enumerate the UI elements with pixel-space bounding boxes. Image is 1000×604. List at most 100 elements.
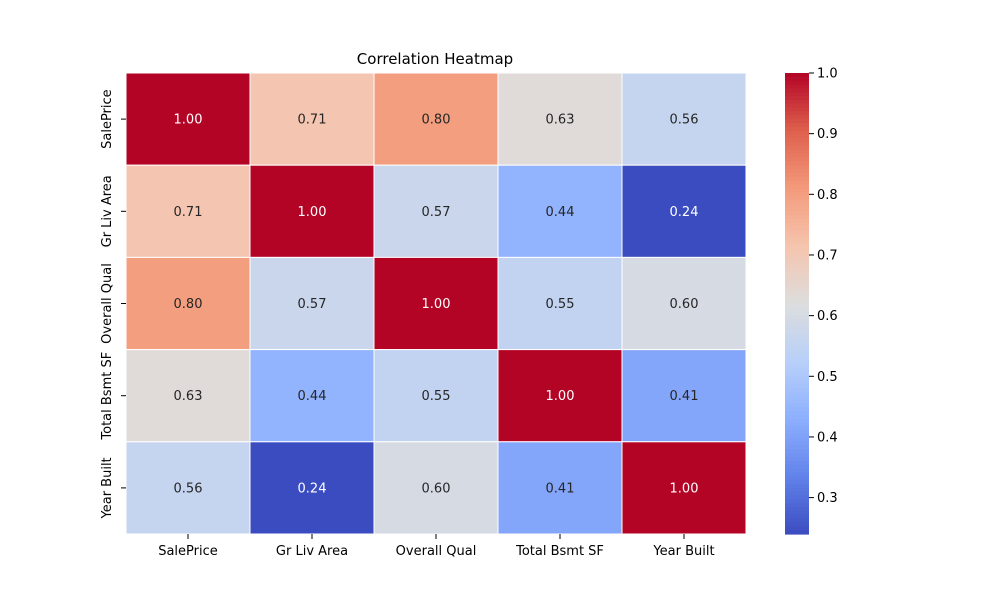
heatmap-cell	[249, 164, 375, 258]
colorbar-segment	[785, 234, 809, 239]
heatmap-cells	[125, 72, 747, 535]
colorbar-segment	[785, 434, 809, 439]
colorbar-segment	[785, 372, 809, 378]
colorbar-segment	[785, 203, 809, 209]
colorbar-segment	[785, 526, 809, 531]
colorbar-segment	[785, 218, 809, 224]
colorbar-segment	[785, 96, 809, 101]
colorbar-tick-label: 0.3	[817, 491, 838, 506]
colorbar-segment	[785, 487, 809, 493]
colorbar-segment	[785, 172, 809, 178]
colorbar-segment	[785, 122, 809, 128]
heatmap-cell	[497, 441, 623, 535]
colorbar-segment	[785, 445, 809, 451]
heatmap-cell	[497, 349, 623, 443]
heatmap-cell	[497, 72, 623, 166]
cell-value-label: 0.80	[174, 297, 203, 312]
colorbar-segment	[785, 418, 809, 424]
colorbar-segment	[785, 426, 809, 431]
heatmap-cell	[249, 349, 375, 443]
colorbar-segment	[785, 484, 809, 489]
colorbar-segment	[785, 268, 809, 274]
colorbar-segment	[785, 437, 809, 443]
colorbar-segment	[785, 334, 809, 339]
cell-value-label: 1.00	[298, 205, 327, 220]
chart-title: Correlation Heatmap	[357, 50, 513, 68]
cell-value-label: 0.55	[546, 297, 575, 312]
colorbar-segment	[785, 476, 809, 481]
colorbar-segment	[785, 472, 809, 477]
colorbar-segment	[785, 495, 809, 501]
cell-value-label: 0.44	[546, 205, 575, 220]
colorbar-segment	[785, 388, 809, 393]
colorbar-segment	[785, 73, 809, 78]
colorbar-segment	[785, 315, 809, 320]
colorbar-segment	[785, 84, 809, 89]
colorbar-segment	[785, 326, 809, 331]
colorbar-segment	[785, 380, 809, 385]
colorbar-segment	[785, 353, 809, 358]
cell-value-label: 0.80	[422, 113, 451, 128]
cell-value-label: 0.71	[174, 205, 203, 220]
heatmap-cell	[497, 256, 623, 351]
colorbar-segment	[785, 272, 809, 278]
colorbar-segment	[785, 299, 809, 305]
colorbar-segment	[785, 188, 809, 193]
colorbar-segment	[785, 403, 809, 408]
colorbar-segment	[785, 242, 809, 247]
colorbar-segment	[785, 138, 809, 143]
cell-value-label: 0.63	[174, 389, 203, 404]
colorbar-segment	[785, 291, 809, 297]
colorbar-segment	[785, 395, 809, 401]
colorbar-segment	[785, 480, 809, 485]
colorbar-segment	[785, 207, 809, 212]
heatmap-cell	[373, 164, 499, 258]
colorbar-segment	[785, 510, 809, 516]
colorbar-tick-label: 0.7	[817, 248, 838, 263]
colorbar-segment	[785, 430, 809, 435]
colorbar-segment	[785, 161, 809, 166]
colorbar-segment	[785, 211, 809, 216]
colorbar-segment	[785, 115, 809, 120]
colorbar-segment	[785, 391, 809, 397]
cell-value-label: 0.55	[422, 389, 451, 404]
heatmap-cell	[621, 441, 747, 535]
colorbar-segment	[785, 330, 809, 335]
colorbar-segment	[785, 134, 809, 139]
x-tick-label: Total Bsmt SF	[515, 544, 604, 559]
colorbar-segment	[785, 238, 809, 243]
heatmap-cell	[249, 72, 375, 166]
colorbar-segment	[785, 88, 809, 93]
colorbar-segment	[785, 284, 809, 289]
colorbar-segment	[785, 153, 809, 159]
colorbar-segment	[785, 92, 809, 97]
y-tick-label: Year Built	[100, 457, 115, 519]
cell-value-label: 1.00	[546, 389, 575, 404]
colorbar-segment	[785, 169, 809, 174]
colorbar-segment	[785, 414, 809, 420]
colorbar-tick-label: 0.5	[817, 370, 838, 385]
colorbar-segment	[785, 307, 809, 312]
cell-value-label: 1.00	[174, 113, 203, 128]
colorbar-segment	[785, 76, 809, 82]
cell-value-label: 0.41	[546, 481, 575, 496]
colorbar-segment	[785, 461, 809, 466]
colorbar-segment	[785, 192, 809, 197]
colorbar-tick-label: 0.4	[817, 430, 838, 445]
colorbar-segment	[785, 142, 809, 147]
heatmap-cell	[125, 441, 251, 535]
y-tick-label: SalePrice	[100, 89, 115, 149]
colorbar-segment	[785, 522, 809, 527]
colorbar-segment	[785, 464, 809, 470]
colorbar-segment	[785, 184, 809, 189]
colorbar-tick-label: 0.6	[817, 309, 838, 324]
colorbar-segment	[785, 276, 809, 282]
heatmap-cell	[497, 164, 623, 258]
y-tick-label: Total Bsmt SF	[100, 352, 115, 441]
colorbar-segment	[785, 318, 809, 324]
heatmap-cell	[373, 349, 499, 443]
colorbar-segment	[785, 518, 809, 524]
colorbar-segment	[785, 245, 809, 251]
